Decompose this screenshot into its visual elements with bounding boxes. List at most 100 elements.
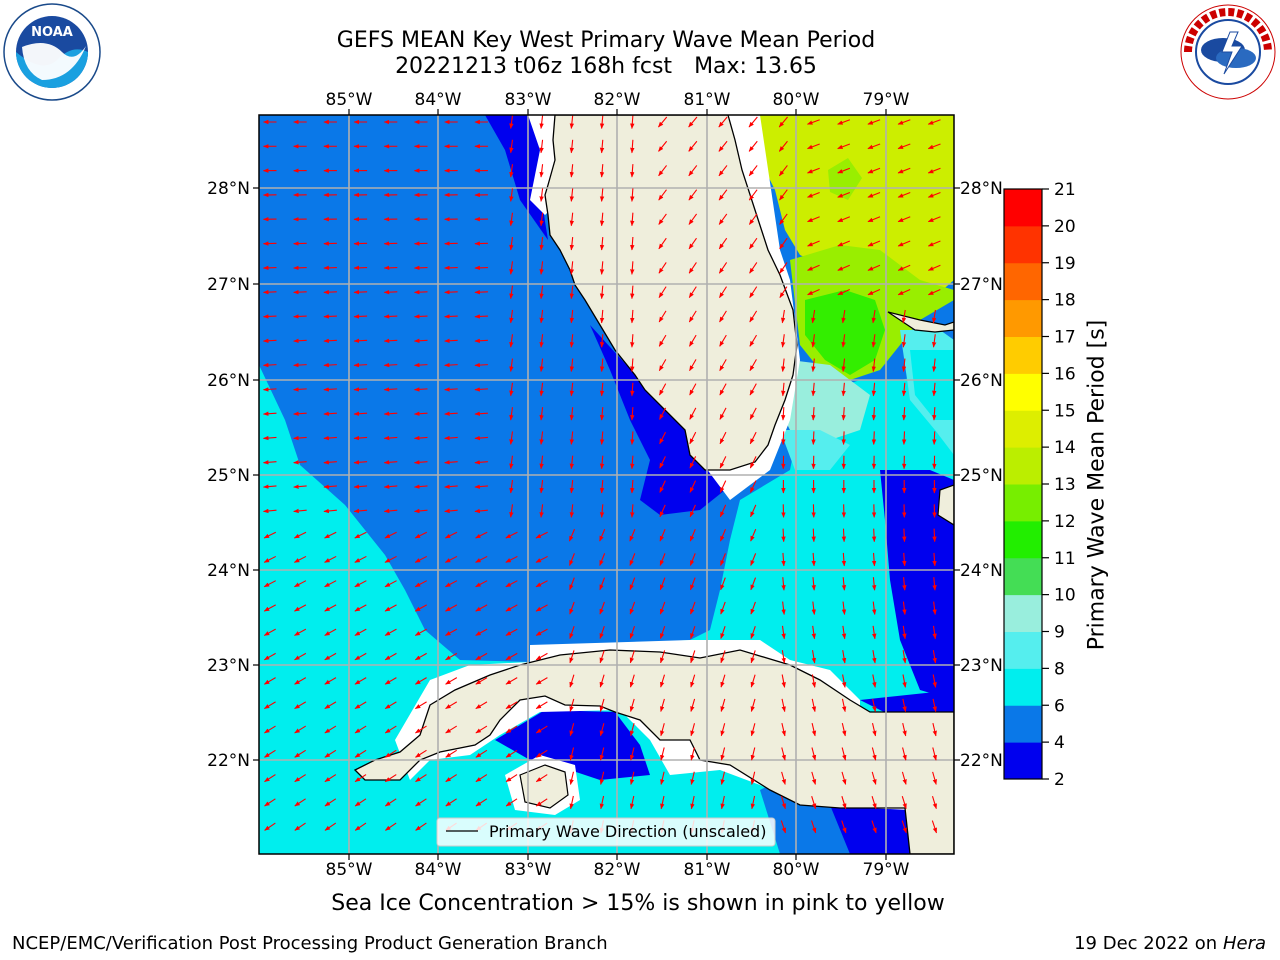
wave-direction-arrow [445,749,457,758]
colorbar-segment [1004,668,1042,706]
wave-direction-arrow [383,508,398,514]
wave-direction-arrow [750,723,756,737]
colorbar-segment [1004,484,1042,522]
wave-direction-arrow [383,484,398,489]
wave-direction-arrow [354,652,367,661]
wave-direction-arrow [444,604,458,612]
lat-tick-label-left: 22°N [207,751,250,771]
lon-tick-label-top: 80°W [773,90,820,110]
wave-direction-arrow [720,771,726,785]
wave-direction-arrow [599,771,605,785]
wave-direction-arrow [294,798,306,807]
wave-direction-arrow [659,504,666,518]
wave-direction-arrow [353,460,368,465]
axis-ticks: 85°W 85°W 84°W 84°W 83°W 83°W 82°W 82°W 81°W 81°W… [207,90,1003,880]
wave-direction-arrow [569,674,575,688]
wave-direction-arrow [932,723,937,737]
wave-direction-arrow [475,604,488,612]
wave-direction-arrow [630,261,635,275]
wave-direction-arrow [748,165,758,177]
wave-direction-arrow [688,334,697,347]
wave-direction-arrow [932,771,937,785]
wave-direction-arrow [323,460,337,465]
wave-direction-arrow [688,189,698,201]
wave-direction-arrow [599,528,606,542]
wave-direction-arrow [445,798,457,807]
wave-direction-arrow [781,528,786,543]
wave-direction-arrow [415,749,427,758]
wave-direction-arrow [323,508,337,514]
wave-direction-arrow [871,528,877,543]
wave-direction-arrow [262,289,277,295]
wave-direction-arrow [413,460,428,465]
wave-direction-arrow [837,119,851,125]
wave-direction-arrow [630,407,635,421]
wave-direction-arrow [897,288,911,296]
wave-direction-arrow [811,796,817,810]
wave-direction-arrow [811,650,817,664]
colorbar-segment [1004,225,1042,264]
wave-direction-arrow [690,723,696,737]
wave-direction-arrow [690,650,696,664]
wave-direction-arrow [748,189,758,201]
wave-direction-arrow [718,237,728,250]
wave-direction-arrow [445,774,457,783]
wave-direction-arrow [569,698,575,712]
wave-direction-arrow [262,484,277,489]
colorbar-segment [1004,336,1042,374]
wave-direction-arrow [781,577,786,591]
wave-direction-arrow [569,164,575,178]
wave-direction-arrow [539,164,544,178]
wave-direction-arrow [294,725,307,734]
wave-direction-arrow [688,213,698,225]
wave-direction-arrow [630,431,635,445]
wave-direction-arrow [658,383,667,396]
wave-direction-arrow [535,725,548,734]
wave-direction-arrow [509,236,514,251]
wave-direction-arrow [659,553,666,566]
wave-direction-arrow [569,236,575,251]
noaa-logo: NOAA [3,3,101,101]
wave-direction-arrow [384,652,397,661]
lat-tick-label-left: 27°N [207,275,250,295]
wave-direction-arrow [932,650,937,664]
wave-direction-arrow [927,167,941,174]
wave-direction-arrow [630,212,635,227]
wave-direction-arrow [778,116,788,128]
wave-direction-arrow [262,435,277,441]
wave-direction-arrow [505,774,518,783]
wave-direction-arrow [263,531,277,539]
wave-direction-arrow [780,309,786,324]
wave-direction-arrow [629,747,635,761]
wave-direction-arrow [867,288,881,296]
wave-direction-arrow [505,677,518,685]
wave-direction-arrow [807,143,820,150]
wave-direction-arrow [505,652,518,661]
wave-direction-arrow [630,334,635,348]
wave-direction-arrow [629,625,636,639]
wave-direction-arrow [569,479,575,494]
wave-direction-arrow [867,240,881,247]
wave-direction-arrow [569,431,575,445]
colorbar-tick-label: 9 [1054,623,1065,643]
wave-direction-arrow [660,650,666,664]
wave-direction-arrow [749,431,757,445]
wave-direction-arrow [354,725,367,734]
wave-direction-arrow [750,650,756,664]
wave-direction-arrow [902,625,907,640]
wave-direction-arrow [867,167,881,174]
wave-direction-arrow [383,338,398,343]
wave-direction-arrow [262,460,277,465]
wave-direction-arrow [630,115,635,130]
wave-direction-arrow [871,358,877,373]
colorbar-tick-label: 13 [1054,475,1076,495]
wave-direction-arrow [413,289,428,295]
wave-direction-arrow [599,795,605,810]
wave-direction-arrow [750,528,757,542]
period-6-8-region-east [910,350,954,420]
wave-direction-arrow [384,677,397,685]
wave-direction-arrow [897,264,911,271]
wave-direction-arrow [719,310,727,323]
wave-direction-arrow [779,189,788,201]
